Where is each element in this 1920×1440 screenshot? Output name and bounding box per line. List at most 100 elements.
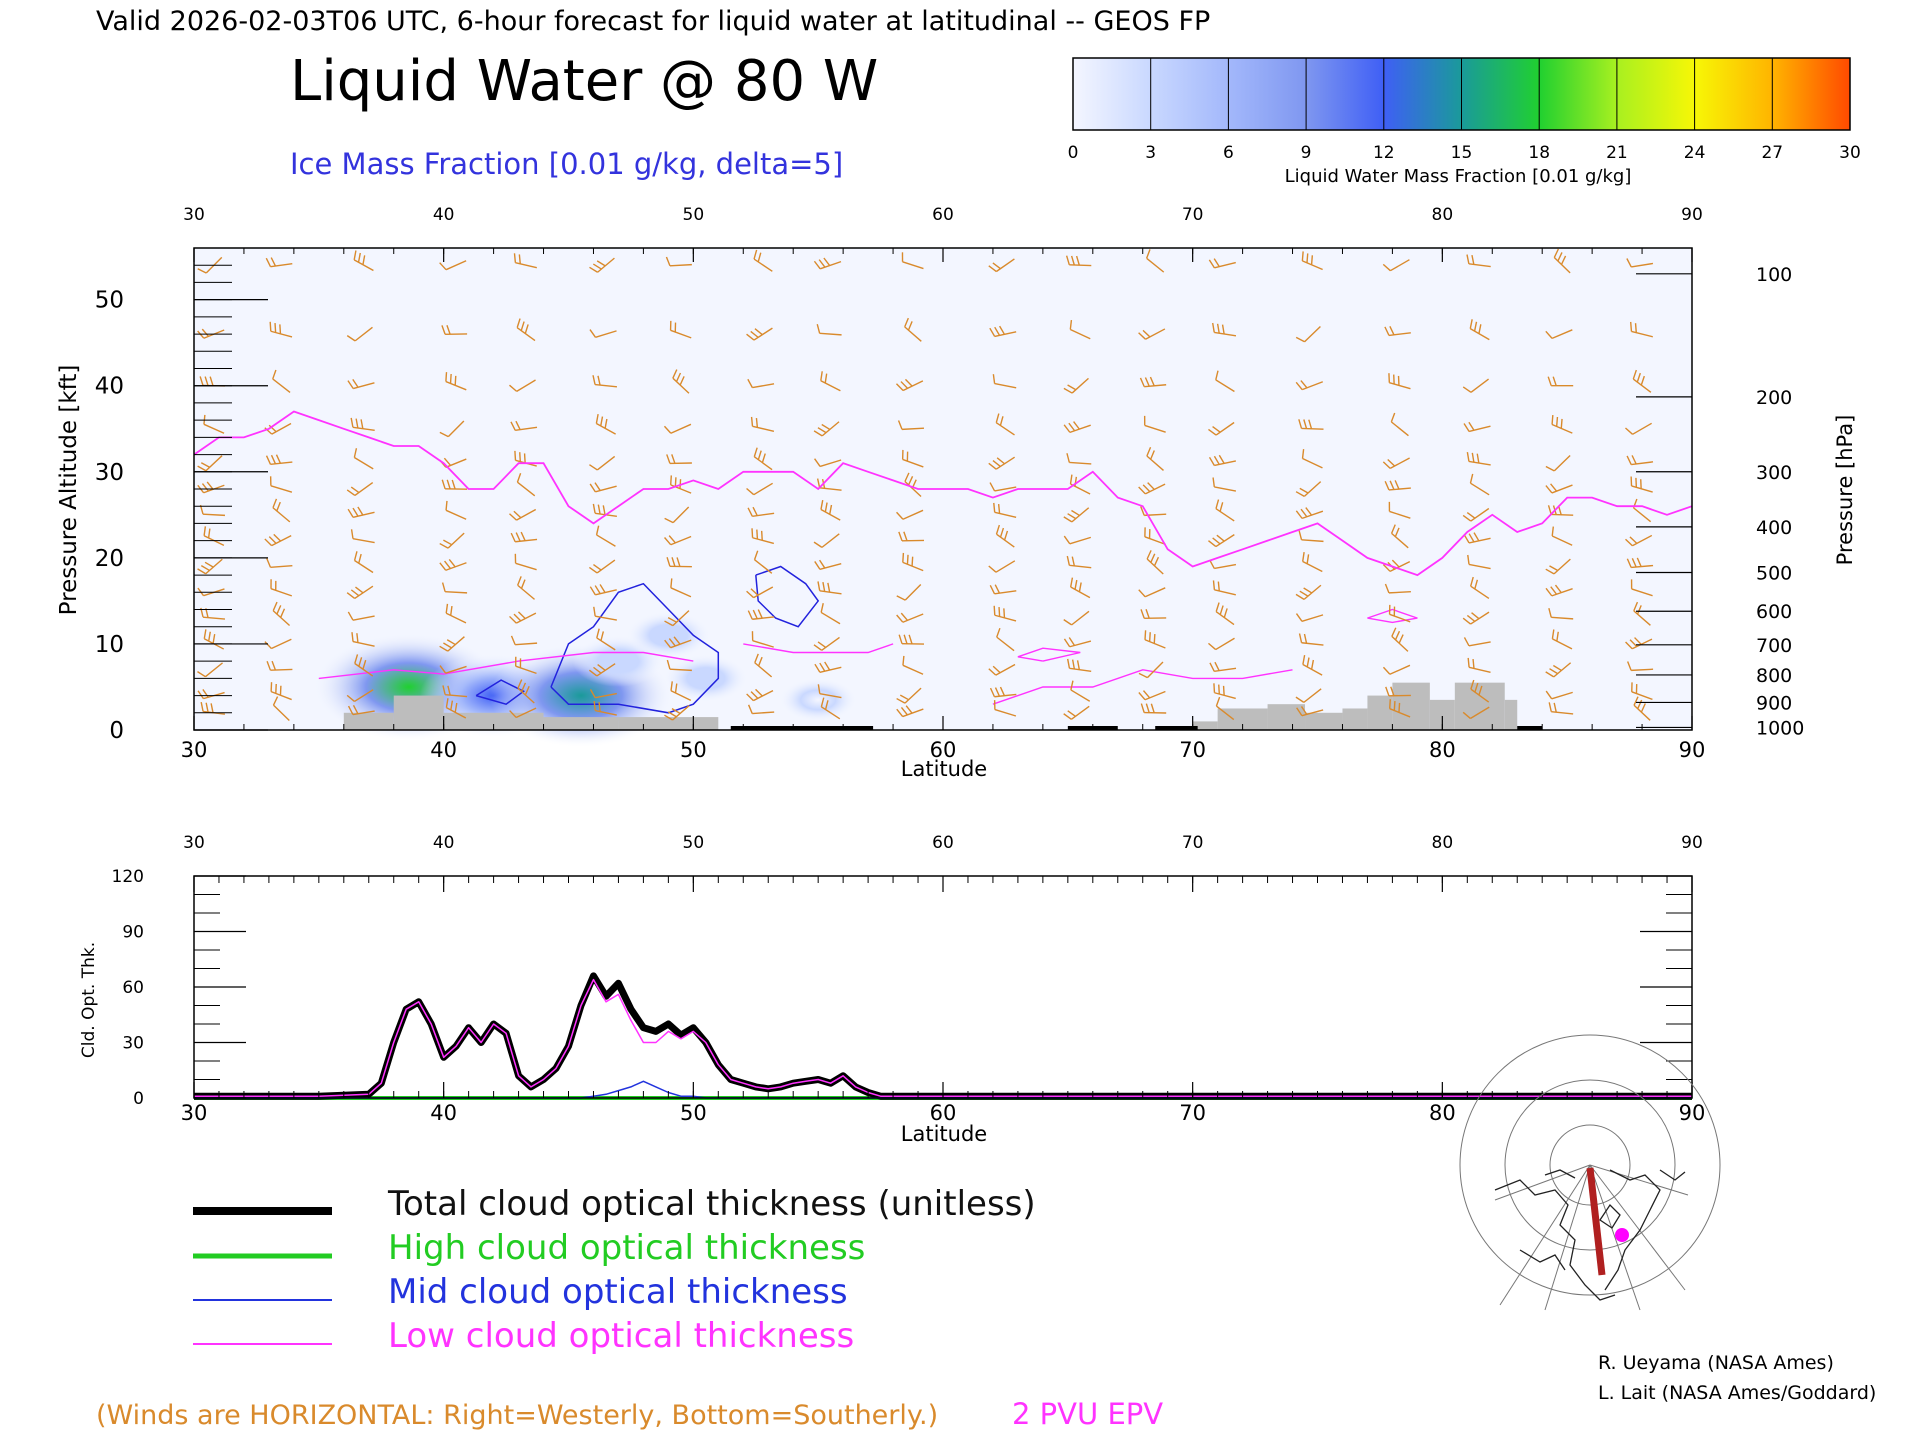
wind-barb (747, 506, 775, 518)
colorbar-tick-label: 6 (1223, 143, 1234, 163)
wind-barb (1296, 706, 1324, 717)
wind-barb (1208, 258, 1236, 269)
colorbar-tick-label: 18 (1528, 143, 1550, 163)
wind-barb (1209, 661, 1237, 673)
wind-barb (1138, 482, 1166, 495)
wind-barb (517, 679, 535, 704)
wind-barb (269, 321, 293, 338)
wind-barb (347, 506, 375, 518)
wind-barb (746, 327, 773, 341)
wind-barb (896, 705, 924, 718)
wind-barb (993, 700, 1017, 717)
wind-barb (988, 258, 1015, 273)
wind-barb (350, 529, 375, 544)
wind-barb (746, 482, 773, 496)
wind-barb (1551, 414, 1573, 434)
wind-barb (272, 369, 291, 394)
wind-barb (1470, 576, 1490, 600)
wind-barb (1065, 255, 1092, 267)
wind-barb (203, 414, 225, 434)
ground-strip (1517, 726, 1543, 730)
wind-barb (353, 448, 374, 470)
bottom-xtick-top: 30 (183, 833, 205, 853)
bottom-xtick-bottom: 60 (930, 1101, 957, 1125)
wind-barb (1467, 554, 1491, 570)
wind-barb (265, 257, 293, 268)
wind-barb (665, 256, 692, 267)
wind-barb (589, 689, 617, 699)
wind-barb (441, 582, 468, 594)
liquid-water-cell (663, 654, 749, 703)
wind-barb (1388, 501, 1411, 519)
wind-barb (1382, 664, 1411, 675)
wind-barb (1213, 683, 1236, 700)
main-xtick-top: 70 (1182, 205, 1204, 225)
wind-barb (1545, 584, 1573, 597)
wind-barb (1469, 473, 1490, 496)
wind-barb (1215, 696, 1235, 721)
wind-barb (988, 560, 1016, 573)
wind-barb (439, 665, 467, 674)
wind-barb (445, 500, 467, 520)
wind-barb (813, 421, 840, 437)
map-location-dot (1615, 1228, 1629, 1242)
legend-total-label: Total cloud optical thickness (unitless) (387, 1184, 1036, 1224)
wind-barb (898, 634, 925, 645)
wind-barb (353, 551, 374, 574)
cross-section-ticks: 3030404050506060707080809090010203040501… (95, 205, 1805, 762)
wind-barb (1384, 480, 1411, 491)
terrain-block (1217, 708, 1268, 730)
wind-barb (1298, 530, 1324, 543)
wind-barb (1389, 699, 1411, 718)
wind-barb (589, 257, 615, 273)
wind-barb (1295, 584, 1322, 600)
wind-barb (266, 660, 293, 671)
wind-barb (441, 479, 468, 490)
ice-contour (475, 679, 526, 706)
winds-note: (Winds are HORIZONTAL: Right=Westerly, B… (96, 1400, 938, 1431)
bottom-xtick-bottom: 70 (1179, 1101, 1206, 1125)
cross-section-panel: 3030404050506060707080809090010203040501… (95, 205, 1805, 762)
bottom-ytick: 120 (112, 867, 144, 887)
wind-barb (746, 688, 774, 702)
wind-barb (1208, 637, 1235, 651)
colorbar-tick-label: 9 (1301, 143, 1312, 163)
main-xlabel: Latitude (901, 757, 987, 781)
terrain-block (1367, 695, 1393, 730)
epv-label: 2 PVU EPV (1012, 1397, 1163, 1431)
wind-barb (1551, 526, 1573, 546)
wind-barb (1551, 629, 1573, 650)
liquid-water-cell (779, 678, 857, 722)
wind-barb (747, 378, 775, 389)
wind-barb (995, 524, 1015, 548)
wind-barb (664, 535, 692, 546)
wind-barb (346, 689, 374, 703)
wind-barb (1144, 630, 1166, 649)
wind-barb (751, 528, 775, 545)
wind-barb (1630, 579, 1653, 597)
wind-barb (1208, 454, 1237, 467)
wind-barbs (197, 248, 1654, 721)
wind-barb (346, 585, 374, 600)
main-ytick-left: 50 (95, 288, 124, 314)
ground-strip (1155, 726, 1198, 730)
wind-barb (272, 601, 291, 626)
wind-barb (989, 325, 1017, 338)
wind-barb (1390, 524, 1409, 549)
main-xtick-bottom: 70 (1179, 738, 1206, 762)
main-ytick-left: 10 (95, 632, 124, 658)
wind-barb (347, 611, 375, 621)
map-graticule (1459, 1034, 1721, 1311)
wind-barb (672, 369, 690, 394)
bottom-xlabel: Latitude (901, 1122, 987, 1146)
wind-barb (1301, 251, 1323, 271)
wind-barb (1626, 455, 1654, 466)
wind-barb (814, 458, 842, 468)
low-cloud-contour (992, 669, 1293, 705)
main-ytick-right: 400 (1756, 517, 1792, 539)
wind-barb (897, 420, 925, 431)
terrain-block (1504, 699, 1518, 730)
wind-barb (896, 509, 924, 520)
wind-barb (664, 636, 692, 649)
wind-barb (988, 456, 1016, 470)
